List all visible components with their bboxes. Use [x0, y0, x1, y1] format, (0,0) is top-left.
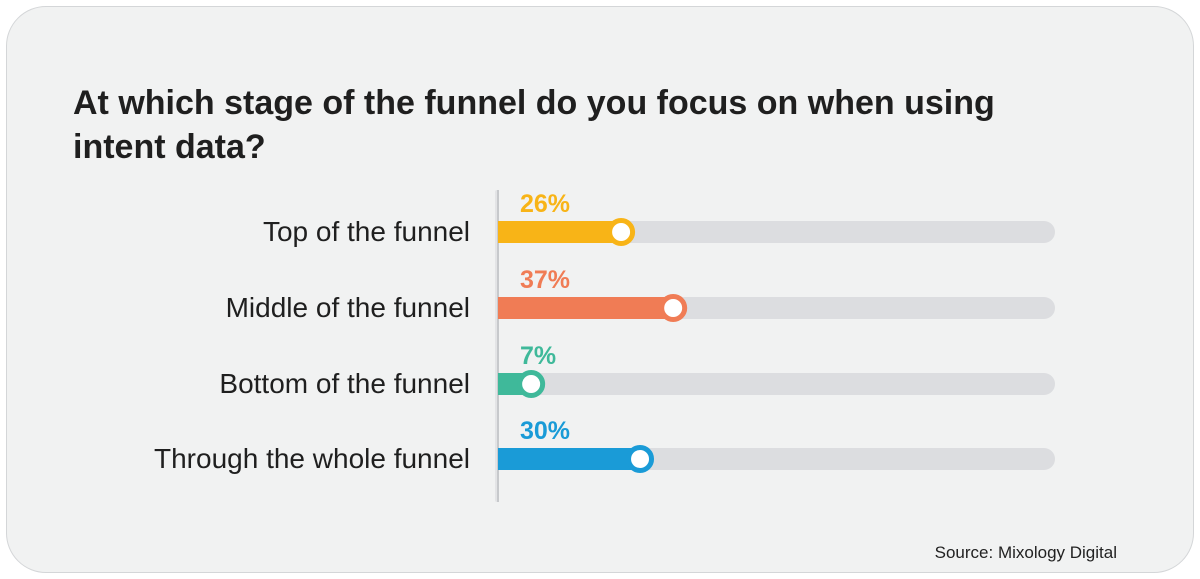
- value-label: 26%: [520, 190, 570, 218]
- category-label: Through the whole funnel: [154, 443, 470, 474]
- value-label: 37%: [520, 266, 570, 294]
- bar: [498, 221, 633, 243]
- category-label: Middle of the funnel: [226, 292, 470, 323]
- bar: [498, 297, 685, 319]
- value-label: 30%: [520, 417, 570, 445]
- chart-card: At which stage of the funnel do you focu…: [6, 6, 1194, 573]
- category-label: Top of the funnel: [263, 216, 470, 247]
- bar-track: [498, 373, 1055, 395]
- bar-track: [498, 221, 1055, 243]
- bar-chart: Top of the funnel 26% Middle of the funnel…: [154, 190, 1055, 502]
- bar-end-marker: [517, 370, 546, 398]
- bar: [498, 448, 652, 470]
- bar-end-marker: [626, 445, 655, 473]
- chart-title: At which stage of the funnel do you focu…: [73, 84, 995, 166]
- category-label: Bottom of the funnel: [219, 368, 470, 399]
- bar-end-marker: [607, 218, 636, 246]
- bar-end-marker: [659, 294, 688, 322]
- source-note: Source: Mixology Digital: [934, 543, 1117, 562]
- value-label: 7%: [520, 342, 556, 370]
